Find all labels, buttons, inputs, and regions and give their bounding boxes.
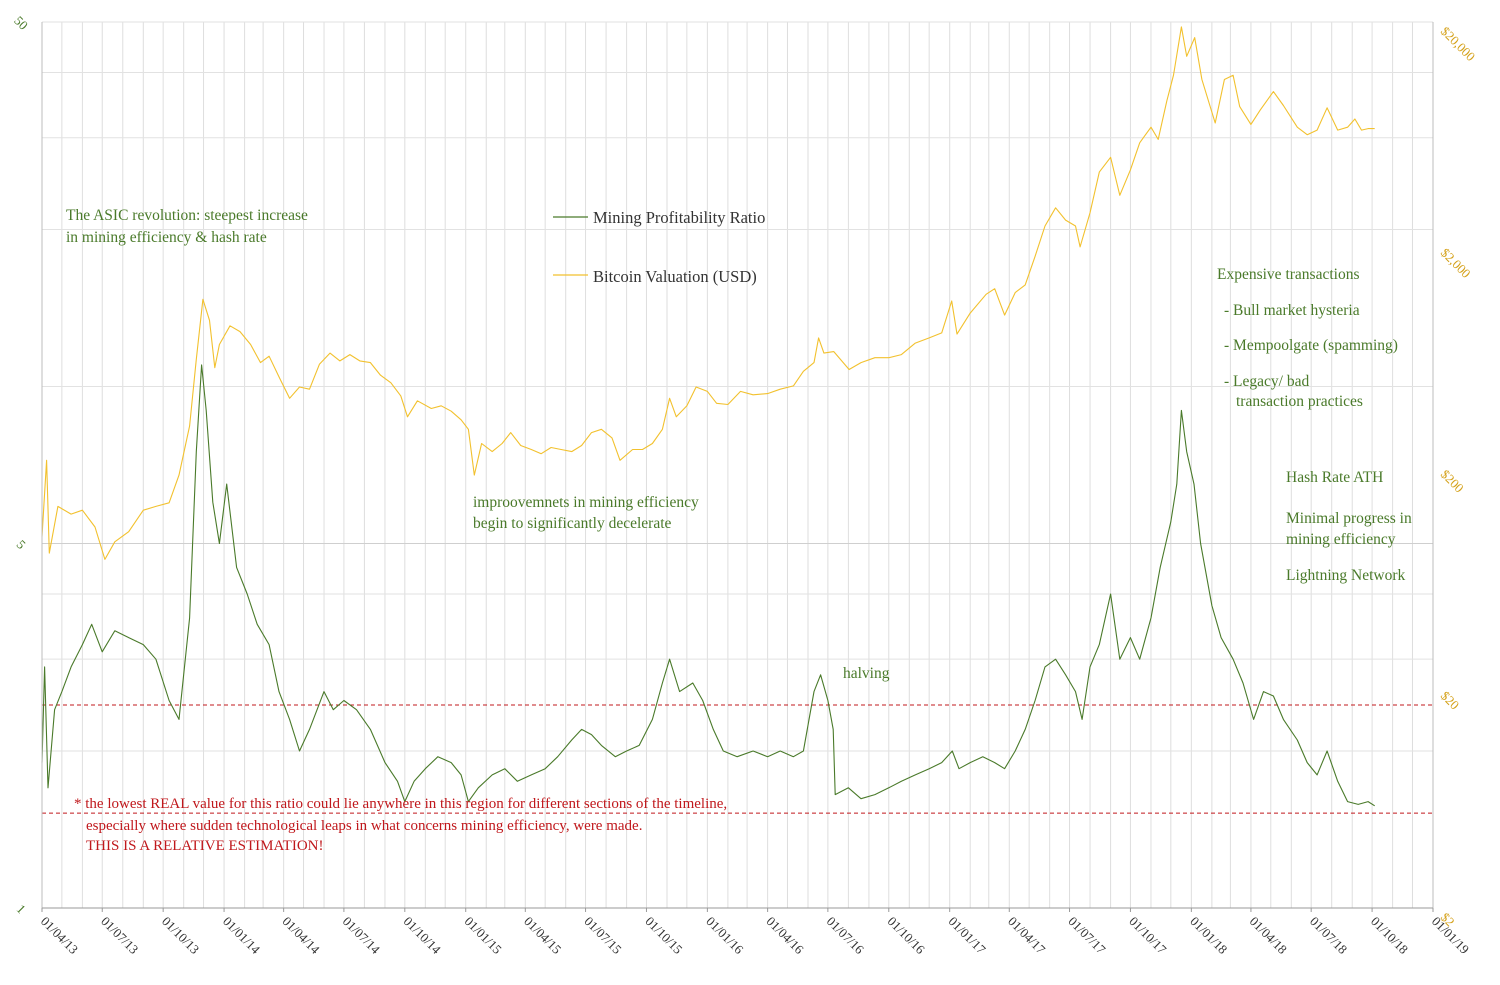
footnote-line2: especially where sudden technological le… bbox=[86, 818, 642, 834]
right-axis-ticks: $2$20$200$2,000$20,000 bbox=[1438, 24, 1478, 930]
y-right-tick-label: $2,000 bbox=[1438, 245, 1474, 281]
annotation-hash-ath: Hash Rate ATH bbox=[1286, 469, 1383, 486]
annotation-asic-line2: in mining efficiency & hash rate bbox=[66, 229, 267, 246]
annotation-asic-line1: The ASIC revolution: steepest increase bbox=[66, 207, 308, 224]
x-tick-label: 01/07/14 bbox=[340, 914, 384, 958]
annotation-minimal-line2: mining efficiency bbox=[1286, 531, 1396, 548]
axes bbox=[41, 22, 1434, 909]
x-axis-ticks: 01/04/13 01/07/13 01/10/13 01/01/14 01/04/14… bbox=[38, 908, 1472, 957]
annotation-minimal-line1: Minimal progress in bbox=[1286, 510, 1412, 527]
legend: Mining Profitability Ratio Bitcoin Valua… bbox=[553, 208, 765, 286]
x-tick-label: 01/01/14 bbox=[220, 914, 264, 958]
x-tick-label: 01/07/17 bbox=[1065, 914, 1109, 958]
annotation-legacy-line2: transaction practices bbox=[1236, 393, 1363, 410]
x-tick-label: 01/01/17 bbox=[946, 914, 990, 958]
annotations: The ASIC revolution: steepest increase i… bbox=[66, 207, 1412, 854]
series-line-bitcoin-valuation bbox=[41, 26, 1375, 560]
annotation-legacy-line1: - Legacy/ bad bbox=[1224, 373, 1309, 390]
legend-label-mining: Mining Profitability Ratio bbox=[593, 208, 765, 227]
annotation-improvements-line2: begin to significantly decelerate bbox=[473, 515, 672, 532]
annotation-improvements-line1: improovemnets in mining efficiency bbox=[473, 494, 699, 511]
x-tick-label: 01/10/16 bbox=[885, 914, 929, 958]
x-tick-label: 01/10/15 bbox=[642, 914, 685, 957]
footnote-line3: THIS IS A RELATIVE ESTIMATION! bbox=[86, 838, 324, 854]
annotation-lightning: Lightning Network bbox=[1286, 567, 1405, 584]
x-tick-label: 01/10/14 bbox=[401, 914, 445, 958]
x-tick-label: 01/07/15 bbox=[581, 914, 624, 957]
y-right-tick-label: $20 bbox=[1438, 688, 1462, 712]
x-tick-label: 01/01/16 bbox=[703, 914, 747, 958]
x-tick-label: 01/04/18 bbox=[1247, 914, 1290, 957]
x-tick-label: 01/04/14 bbox=[280, 914, 324, 958]
y-left-tick-label: 50 bbox=[11, 13, 31, 33]
x-tick-label: 01/04/17 bbox=[1005, 914, 1049, 958]
x-tick-label: 01/04/15 bbox=[521, 914, 564, 957]
y-left-tick-label: 1 bbox=[14, 901, 29, 916]
annotation-halving: halving bbox=[843, 665, 890, 682]
x-tick-label: 01/01/18 bbox=[1187, 914, 1230, 957]
legend-label-bitcoin: Bitcoin Valuation (USD) bbox=[593, 267, 757, 286]
x-tick-label: 01/10/17 bbox=[1126, 914, 1170, 958]
x-tick-label: 01/04/13 bbox=[38, 914, 81, 957]
x-tick-label: 01/07/16 bbox=[824, 914, 868, 958]
series-lines bbox=[41, 26, 1375, 807]
annotation-mempool: - Mempoolgate (spamming) bbox=[1224, 337, 1398, 354]
y-right-tick-label: $200 bbox=[1438, 467, 1467, 496]
x-tick-label: 01/07/13 bbox=[98, 914, 141, 957]
series-line-mining-profitability bbox=[41, 364, 1375, 807]
x-tick-label: 01/10/13 bbox=[159, 914, 202, 957]
annotation-expensive: Expensive transactions bbox=[1217, 266, 1359, 283]
reference-lines bbox=[42, 704, 1433, 814]
y-right-tick-label: $20,000 bbox=[1438, 24, 1478, 64]
x-tick-label: 01/01/15 bbox=[462, 914, 505, 957]
y-left-tick-label: 5 bbox=[14, 537, 29, 552]
annotation-bull: - Bull market hysteria bbox=[1224, 302, 1360, 319]
x-tick-label: 01/07/18 bbox=[1307, 914, 1350, 957]
x-tick-label: 01/04/16 bbox=[764, 914, 808, 958]
x-tick-label: 01/10/18 bbox=[1368, 914, 1411, 957]
footnote-line1: * the lowest REAL value for this ratio c… bbox=[74, 796, 727, 812]
grid-lines bbox=[42, 21, 1433, 908]
